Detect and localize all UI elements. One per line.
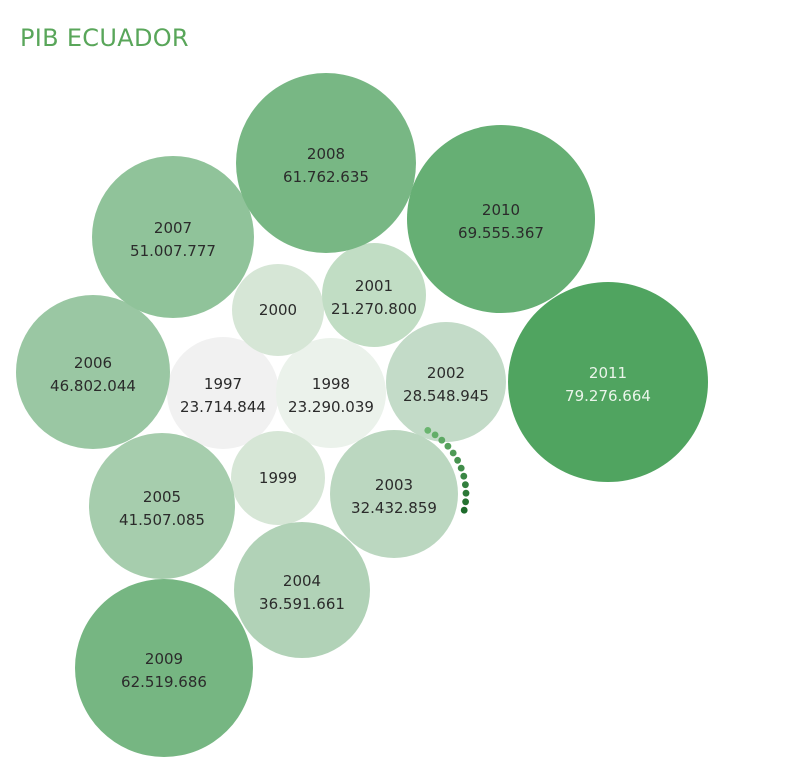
- bubble-circle-2010[interactable]: [407, 125, 595, 313]
- loading-dot: [424, 427, 432, 434]
- loading-dot: [462, 489, 470, 497]
- bubble-year-label: 1999: [259, 469, 297, 487]
- loading-dot: [449, 449, 457, 457]
- loading-dot: [457, 464, 465, 472]
- bubble-year-label: 2001: [355, 277, 393, 295]
- bubble-year-label: 2009: [145, 650, 183, 668]
- bubble-circle-1999[interactable]: [231, 431, 325, 525]
- bubble-year-label: 2011: [589, 364, 627, 382]
- loading-dot: [462, 481, 469, 489]
- bubble-value-label: 21.270.800: [331, 300, 417, 318]
- bubble-year-label: 2007: [154, 219, 192, 237]
- bubble-value-label: 69.555.367: [458, 224, 544, 242]
- bubble-value-label: 79.276.664: [565, 387, 651, 405]
- bubble-circle-2002[interactable]: [386, 322, 506, 442]
- bubble-circle-2001[interactable]: [322, 243, 426, 347]
- bubble-2003[interactable]: 2003 32.432.859: [330, 430, 458, 558]
- bubble-value-label: 62.519.686: [121, 673, 207, 691]
- bubble-circle-2000[interactable]: [232, 264, 324, 356]
- bubble-year-label: 2008: [307, 145, 345, 163]
- bubble-2002[interactable]: 2002 28.548.945: [386, 322, 506, 442]
- bubble-circle-2009[interactable]: [75, 579, 253, 757]
- bubble-year-label: 2006: [74, 354, 112, 372]
- bubble-circle-2011[interactable]: [508, 282, 708, 482]
- bubble-circle-1998[interactable]: [276, 338, 386, 448]
- bubble-2011[interactable]: 2011 79.276.664: [508, 282, 708, 482]
- bubble-circle-2005[interactable]: [89, 433, 235, 579]
- bubble-value-label: 23.714.844: [180, 398, 266, 416]
- bubble-2010[interactable]: 2010 69.555.367: [407, 125, 595, 313]
- loading-dot: [460, 506, 468, 514]
- bubble-2005[interactable]: 2005 41.507.085: [89, 433, 235, 579]
- bubble-circle-2006[interactable]: [16, 295, 170, 449]
- bubble-value-label: 61.762.635: [283, 168, 369, 186]
- bubble-2007[interactable]: 2007 51.007.777: [92, 156, 254, 318]
- bubble-year-label: 2000: [259, 301, 297, 319]
- bubble-year-label: 2004: [283, 572, 321, 590]
- bubble-circle-2003[interactable]: [330, 430, 458, 558]
- bubble-year-label: 1997: [204, 375, 242, 393]
- bubble-value-label: 41.507.085: [119, 511, 205, 529]
- bubble-value-label: 28.548.945: [403, 387, 489, 405]
- loading-dot: [438, 436, 446, 444]
- bubble-2006[interactable]: 2006 46.802.044: [16, 295, 170, 449]
- bubble-1997[interactable]: 1997 23.714.844: [167, 337, 279, 449]
- bubble-year-label: 2010: [482, 201, 520, 219]
- loading-dot: [462, 498, 469, 506]
- chart-title: PIB ECUADOR: [20, 24, 189, 52]
- bubble-1998[interactable]: 1998 23.290.039: [276, 338, 386, 448]
- loading-dot: [444, 442, 452, 450]
- bubble-year-label: 2002: [427, 364, 465, 382]
- bubble-circle-2004[interactable]: [234, 522, 370, 658]
- bubble-circle-1997[interactable]: [167, 337, 279, 449]
- bubble-value-label: 23.290.039: [288, 398, 374, 416]
- bubble-year-label: 1998: [312, 375, 350, 393]
- bubble-2004[interactable]: 2004 36.591.661: [234, 522, 370, 658]
- loading-dot: [431, 431, 439, 439]
- loading-dots-arc: [424, 427, 470, 514]
- loading-dot: [454, 456, 461, 464]
- bubble-value-label: 36.591.661: [259, 595, 345, 613]
- bubble-2009[interactable]: 2009 62.519.686: [75, 579, 253, 757]
- bubble-circle-2008[interactable]: [236, 73, 416, 253]
- bubble-value-label: 32.432.859: [351, 499, 437, 517]
- bubble-2000[interactable]: 2000: [232, 264, 324, 356]
- bubble-value-label: 46.802.044: [50, 377, 136, 395]
- bubble-2001[interactable]: 2001 21.270.800: [322, 243, 426, 347]
- bubble-value-label: 51.007.777: [130, 242, 216, 260]
- bubble-circle-2007[interactable]: [92, 156, 254, 318]
- bubble-1999[interactable]: 1999: [231, 431, 325, 525]
- bubble-2008[interactable]: 2008 61.762.635: [236, 73, 416, 253]
- bubble-year-label: 2003: [375, 476, 413, 494]
- bubble-year-label: 2005: [143, 488, 181, 506]
- loading-dot: [460, 472, 468, 480]
